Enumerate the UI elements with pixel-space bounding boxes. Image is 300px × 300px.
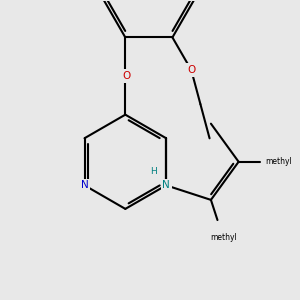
Text: methyl: methyl: [210, 233, 237, 242]
Text: N: N: [81, 180, 88, 190]
Text: O: O: [187, 65, 195, 75]
Text: N: N: [162, 180, 170, 190]
Text: methyl: methyl: [265, 157, 292, 166]
Text: H: H: [150, 167, 157, 176]
Text: O: O: [122, 71, 130, 81]
